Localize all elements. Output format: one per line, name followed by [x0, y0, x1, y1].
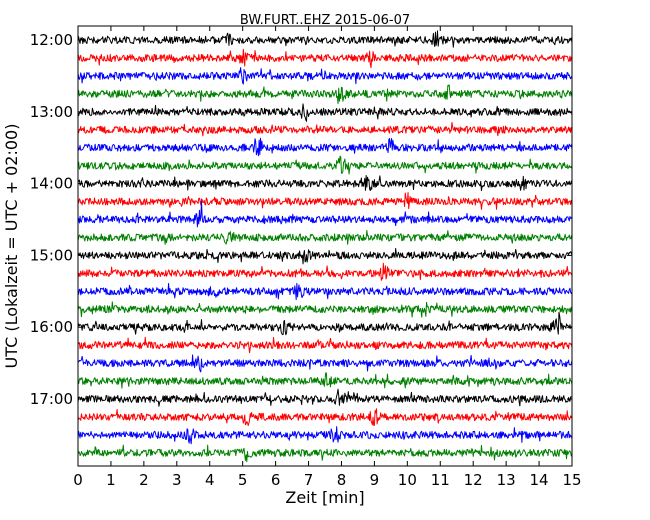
trace-1245 — [77, 84, 573, 105]
y-tick-label: 15:00 — [30, 246, 73, 264]
y-tick-label: 12:00 — [30, 31, 73, 49]
trace-1545 — [77, 301, 573, 318]
trace-1330 — [77, 137, 573, 157]
x-tick-label: 2 — [139, 471, 149, 489]
trace-1215 — [77, 48, 573, 69]
trace-1715 — [77, 408, 573, 427]
x-tick-label: 10 — [398, 471, 417, 489]
x-tick-label: 14 — [530, 471, 549, 489]
x-tick-label: 9 — [370, 471, 380, 489]
trace-1600 — [77, 311, 573, 336]
trace-1400 — [77, 175, 573, 192]
y-tick-label: 17:00 — [30, 390, 73, 408]
y-tick-label: 16:00 — [30, 318, 73, 336]
x-tick-label: 5 — [238, 471, 248, 489]
x-tick-label: 6 — [271, 471, 281, 489]
y-tick-label: 13:00 — [30, 103, 73, 121]
trace-1730 — [77, 426, 573, 445]
trace-1615 — [77, 336, 573, 354]
x-tick-label: 12 — [464, 471, 483, 489]
trace-1315 — [77, 121, 573, 137]
x-tick-label: 8 — [337, 471, 347, 489]
chart-title: BW.FURT..EHZ 2015-06-07 — [240, 13, 410, 28]
trace-1300 — [77, 103, 573, 122]
trace-1645 — [77, 372, 573, 389]
x-tick-label: 0 — [73, 471, 83, 489]
x-tick-label: 11 — [431, 471, 450, 489]
trace-1200 — [77, 30, 573, 48]
trace-1445 — [77, 230, 573, 245]
x-axis-label: Zeit [min] — [285, 488, 364, 507]
x-axis: 0 1 2 3 4 5 6 7 8 9 10 11 12 13 14 15 — [73, 26, 582, 489]
x-tick-label: 15 — [562, 471, 581, 489]
trace-1230 — [77, 67, 573, 85]
trace-1515 — [77, 262, 573, 281]
y-tick-label: 14:00 — [30, 175, 73, 193]
x-tick-label: 4 — [205, 471, 215, 489]
plot-frame — [77, 25, 573, 467]
x-tick-label: 7 — [304, 471, 314, 489]
trace-1415 — [77, 191, 573, 210]
trace-1500 — [77, 247, 573, 265]
trace-1630 — [77, 354, 573, 373]
y-axis: 12:00 13:00 14:00 15:00 16:00 17:00 — [30, 31, 572, 408]
seismogram-traces — [77, 30, 573, 463]
trace-1745 — [77, 444, 573, 463]
x-tick-label: 1 — [106, 471, 116, 489]
trace-1700 — [77, 388, 573, 407]
y-axis-label: UTC (Lokalzeit = UTC + 02:00) — [2, 124, 21, 369]
trace-1430 — [77, 200, 573, 228]
trace-1530 — [77, 282, 573, 301]
trace-1345 — [77, 155, 573, 175]
x-tick-label: 13 — [497, 471, 516, 489]
x-tick-label: 3 — [172, 471, 182, 489]
